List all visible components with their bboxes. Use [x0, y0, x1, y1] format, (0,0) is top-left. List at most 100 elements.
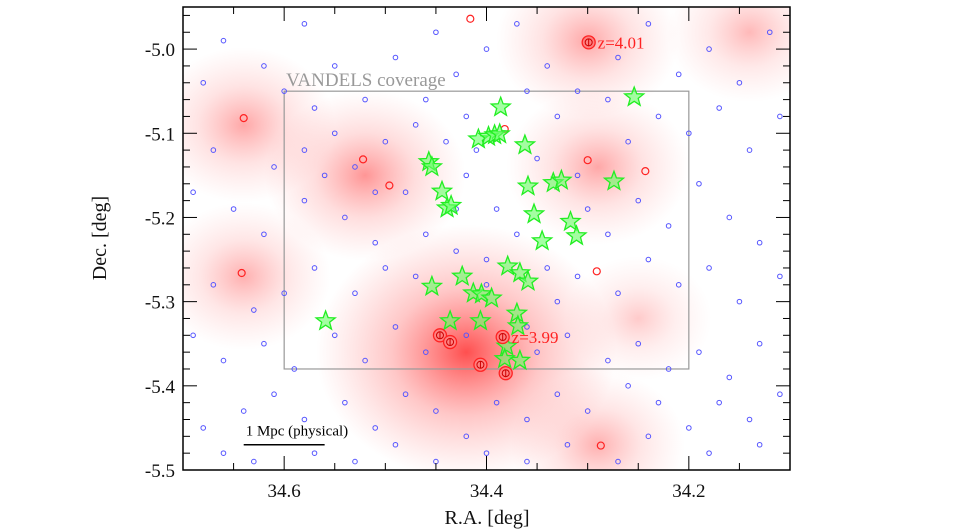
- galaxy-point: [554, 298, 561, 305]
- star-icon: [496, 254, 520, 276]
- galaxy-point: [271, 391, 277, 398]
- galaxy-point: [453, 71, 459, 78]
- galaxy-point: [605, 231, 611, 238]
- galaxy-point: [301, 416, 308, 423]
- star-icon: [516, 269, 540, 292]
- galaxy-point: [696, 180, 702, 187]
- star-point: [508, 261, 532, 283]
- galaxy-point: [301, 21, 308, 27]
- star-point: [489, 95, 512, 117]
- galaxy-point: [756, 239, 763, 246]
- confirmed-point: [442, 334, 458, 350]
- galaxy-point: [483, 46, 490, 52]
- star-icon: [513, 133, 537, 155]
- galaxy-point: [524, 88, 530, 94]
- galaxy-point: [645, 21, 652, 27]
- galaxy-point: [352, 290, 358, 297]
- galaxy-point: [777, 273, 783, 280]
- star-point: [496, 254, 520, 276]
- confirmed-point: [581, 35, 596, 50]
- star-point: [559, 209, 582, 232]
- galaxy-point: [382, 265, 389, 271]
- red-circle-point: [358, 155, 368, 164]
- y-axis-label: Dec. [deg]: [89, 196, 111, 280]
- galaxy-point: [433, 408, 439, 414]
- galaxy-point: [574, 88, 581, 94]
- star-point: [513, 133, 537, 155]
- star-point: [493, 347, 516, 369]
- y-tick-label: -5.0: [145, 40, 175, 61]
- density-peak: [183, 47, 336, 203]
- galaxy-point: [746, 147, 753, 153]
- galaxy-point: [574, 273, 581, 280]
- galaxy-point: [291, 366, 298, 372]
- density-peak: [496, 7, 680, 119]
- galaxy-point: [251, 307, 257, 313]
- galaxy-point: [686, 425, 692, 431]
- star-icon: [565, 224, 588, 246]
- star-icon: [420, 274, 444, 297]
- y-tick-label: -5.2: [145, 208, 175, 229]
- y-tick-label: -5.4: [145, 377, 176, 398]
- galaxy-point: [392, 54, 399, 61]
- galaxy-point: [564, 441, 571, 448]
- galaxy-point: [625, 383, 631, 389]
- galaxy-point: [251, 458, 257, 465]
- galaxy-point: [331, 130, 338, 137]
- galaxy-point: [726, 374, 733, 381]
- star-point: [438, 309, 462, 331]
- galaxy-point: [463, 113, 470, 120]
- galaxy-point: [463, 433, 470, 440]
- galaxy-point: [635, 340, 642, 347]
- galaxy-point: [311, 265, 318, 271]
- galaxy-point: [423, 349, 429, 355]
- galaxy-point: [746, 416, 753, 423]
- galaxy-point: [635, 197, 642, 204]
- galaxy-point: [716, 399, 722, 406]
- galaxy-point: [493, 206, 500, 212]
- galaxy-point: [605, 96, 611, 103]
- redshift-label: z=4.01: [598, 33, 645, 52]
- galaxy-point: [412, 273, 419, 280]
- galaxy-point: [362, 96, 368, 103]
- galaxy-point: [726, 214, 733, 221]
- galaxy-point: [696, 349, 702, 355]
- galaxy-point: [423, 96, 429, 103]
- galaxy-point: [321, 172, 328, 179]
- galaxy-point: [463, 332, 470, 339]
- galaxy-point: [200, 79, 207, 86]
- star-icon: [480, 286, 503, 308]
- star-point: [602, 169, 626, 191]
- galaxy-point: [605, 357, 611, 364]
- star-point: [565, 224, 588, 246]
- galaxy-point: [584, 206, 591, 212]
- galaxy-point: [665, 223, 672, 229]
- star-point: [522, 202, 546, 224]
- galaxy-point: [220, 37, 227, 44]
- red-circle-point: [385, 181, 394, 190]
- confirmed-point: [432, 328, 448, 343]
- galaxy-point: [524, 416, 530, 423]
- galaxy-point: [615, 54, 621, 61]
- star-icon: [489, 95, 512, 117]
- galaxy-point: [261, 340, 267, 347]
- galaxy-point: [615, 458, 621, 465]
- galaxy-point: [766, 29, 773, 36]
- galaxy-point: [261, 231, 267, 238]
- star-point: [430, 179, 454, 201]
- galaxy-point: [402, 189, 409, 195]
- galaxy-point: [230, 206, 237, 212]
- galaxy-point: [190, 332, 196, 339]
- y-tick-label: -5.1: [145, 124, 175, 145]
- galaxy-point: [645, 433, 652, 440]
- galaxy-point: [453, 248, 459, 254]
- galaxy-point: [372, 425, 379, 431]
- star-icon: [469, 309, 492, 331]
- galaxy-point: [342, 214, 348, 221]
- galaxy-point: [706, 46, 712, 52]
- galaxy-point: [331, 332, 338, 339]
- star-icon: [420, 155, 444, 177]
- galaxy-point: [554, 391, 561, 398]
- galaxy-point: [584, 408, 591, 414]
